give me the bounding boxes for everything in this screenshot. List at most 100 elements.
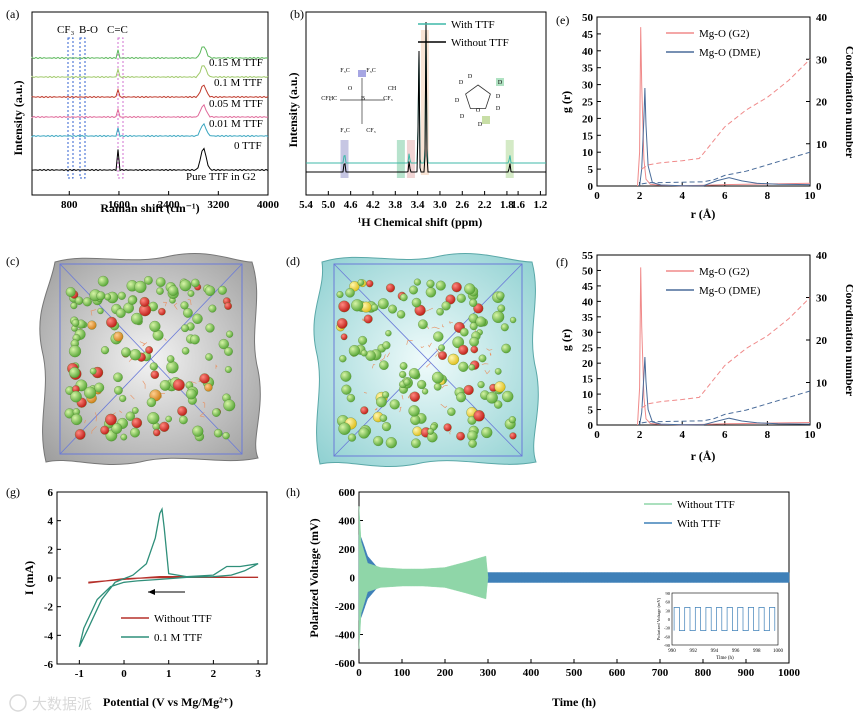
fluorine-atom: [74, 296, 84, 305]
x-tick-label: 8: [765, 190, 771, 202]
raman-spectrum-line: [31, 147, 269, 172]
oxygen-atom: [445, 294, 456, 305]
fluorine-atom: [222, 432, 230, 440]
oxygen-atom: [150, 370, 160, 379]
x-tick-label: -1: [75, 668, 84, 680]
cv-curve: [88, 575, 259, 584]
fluorine-atom: [224, 366, 232, 373]
y-tick-label: 0: [588, 181, 594, 193]
x-tick-label: 2: [211, 668, 217, 680]
fluorine-atom: [468, 364, 476, 371]
fluorine-atom: [181, 324, 189, 333]
solvent-molecule: [187, 299, 192, 306]
fluorine-atom: [345, 288, 355, 298]
series-label: 0.01 M TTF: [209, 118, 263, 130]
sulfur-atom: [494, 381, 506, 393]
y-tick-label: 35: [582, 312, 594, 324]
x-tick-label: 4000: [257, 199, 280, 211]
panel-h-ylabel: Polarized Voltage (mV): [307, 518, 321, 637]
fluorine-atom: [341, 384, 352, 395]
peak-highlight: [396, 140, 405, 178]
panel-label-g: (g): [6, 485, 20, 499]
series-label: 0.15 M TTF: [209, 57, 263, 69]
fluorine-atom: [130, 427, 140, 438]
panel-label-f: (f): [556, 255, 568, 269]
fluorine-atom: [94, 382, 105, 393]
solvent-molecule: [481, 363, 489, 365]
fluorine-atom: [502, 390, 514, 403]
structure-label: F₃C: [340, 68, 349, 74]
y-tick-label: 20: [816, 335, 828, 347]
fluorine-atom: [347, 433, 357, 442]
peak-highlight: [406, 140, 415, 178]
nmr-spectrum-line: [306, 21, 546, 173]
fluorine-atom: [417, 379, 427, 390]
solvent-molecule: [374, 407, 378, 411]
fluorine-atom: [218, 338, 229, 350]
fluorine-atom: [149, 320, 161, 332]
structure-label: D: [496, 94, 501, 100]
fluorine-atom: [481, 426, 493, 439]
fluorine-atom: [71, 319, 80, 327]
fluorine-atom: [97, 275, 109, 287]
x-tick-label: 600: [609, 667, 626, 679]
structure-label: B: [361, 96, 365, 102]
fluorine-atom: [433, 331, 444, 342]
fluorine-atom: [468, 439, 477, 448]
y-tick-label: 200: [339, 544, 356, 556]
fluorine-atom: [421, 388, 429, 395]
fluorine-atom: [508, 416, 516, 424]
x-tick-label: 100: [394, 667, 411, 679]
fluorine-atom: [113, 372, 123, 383]
fluorine-atom: [212, 408, 221, 417]
series-label: 0.05 M TTF: [209, 98, 263, 110]
solvent-molecule: [363, 392, 367, 394]
panel-a-raman: Intensity (a.u.) Raman shift (cm⁻¹) 800 1…: [11, 11, 280, 215]
fluorine-atom: [185, 388, 197, 400]
y-tick-label: -400: [335, 630, 356, 642]
fluorine-atom: [399, 362, 408, 370]
inset-frame: [671, 592, 779, 646]
fluorine-atom: [357, 279, 365, 286]
annotation-cf3: CF₃: [57, 24, 74, 36]
x-tick-label: 4.2: [366, 199, 380, 211]
x-tick-label: 1000: [778, 667, 801, 679]
structure-label: F₃C: [340, 128, 349, 134]
x-tick-label: 2.2: [478, 199, 492, 211]
y-tick-label: 50: [582, 265, 594, 277]
fluorine-atom: [89, 367, 97, 375]
solvent-molecule: [173, 302, 178, 310]
y-tick-label: 600: [339, 487, 356, 499]
annotation-b-o: B-O: [79, 24, 98, 36]
sulfur-atom: [412, 426, 423, 437]
series-label: 0 TTF: [234, 140, 262, 152]
legend-label: Mg-O (G2): [699, 266, 750, 278]
fluorine-atom: [70, 302, 78, 310]
x-tick-label: 800: [695, 667, 712, 679]
fluorine-atom: [96, 291, 106, 301]
solvent-molecule: [431, 326, 440, 330]
y-tick-label: 5: [588, 164, 594, 176]
structure-label: D: [468, 74, 473, 80]
fluorine-atom: [149, 362, 158, 371]
oxygen-atom: [473, 410, 485, 422]
fluorine-atom: [410, 414, 421, 426]
coordination-number-line: [641, 151, 811, 185]
oxygen-atom: [456, 431, 465, 441]
fluorine-atom: [167, 285, 179, 296]
x-tick-label: 5.0: [321, 199, 335, 211]
fluorine-atom: [205, 353, 213, 361]
solvent-molecule: [142, 380, 146, 389]
oxygen-atom: [470, 345, 479, 354]
oxygen-atom: [463, 384, 474, 396]
oxygen-atom: [409, 391, 420, 402]
coordination-number-line: [641, 58, 811, 170]
inset-y-tick-label: -90: [664, 643, 671, 648]
fluorine-atom: [82, 297, 92, 307]
y-tick-label: 40: [816, 250, 828, 262]
fluorine-atom: [166, 355, 175, 363]
oxygen-atom: [443, 423, 452, 432]
oxygen-atom: [172, 378, 185, 391]
oxygen-atom: [458, 344, 469, 355]
